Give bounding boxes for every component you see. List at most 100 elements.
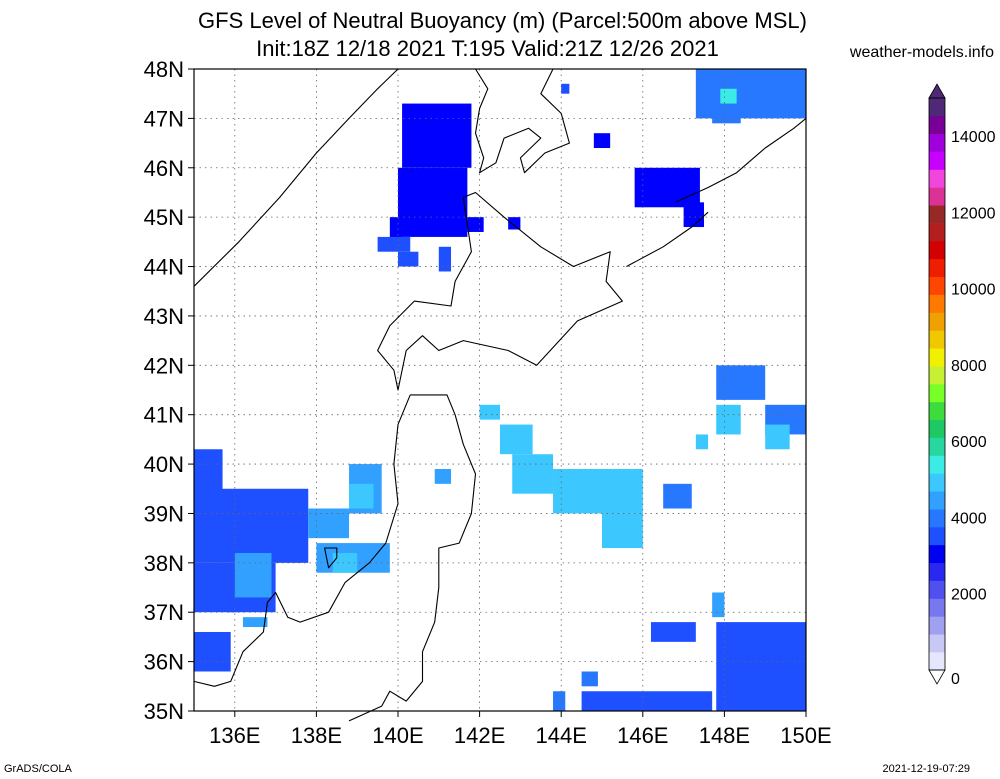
shading-cell xyxy=(561,83,570,94)
coastline xyxy=(193,68,399,287)
colorbar-swatch xyxy=(929,187,945,206)
shading-cell xyxy=(194,449,223,494)
shading-cell xyxy=(581,671,598,687)
lat-label: 45N xyxy=(144,205,184,230)
colorbar-swatch xyxy=(929,384,945,403)
shading-cell xyxy=(716,365,766,400)
coastline xyxy=(626,211,709,267)
lon-label: 146E xyxy=(617,723,668,748)
colorbar-label: 10000 xyxy=(951,282,996,299)
map-frame xyxy=(193,68,807,712)
shading-cell xyxy=(500,424,533,455)
lat-label: 47N xyxy=(144,106,184,131)
colorbar-swatch xyxy=(929,455,945,474)
colorbar-swatch xyxy=(929,348,945,367)
shading-cell xyxy=(663,483,692,509)
coastline xyxy=(377,191,623,391)
coastline xyxy=(675,117,807,203)
coastline-layer xyxy=(193,68,807,722)
lon-label: 144E xyxy=(536,723,587,748)
shading-cell xyxy=(716,404,741,435)
colorbar-swatch xyxy=(929,258,945,278)
colorbar-swatch xyxy=(929,419,945,438)
colorbar-swatch xyxy=(929,544,945,564)
lon-label: 142E xyxy=(454,723,505,748)
lat-label: 46N xyxy=(144,156,184,181)
shading-cell xyxy=(512,454,554,494)
shading-cell xyxy=(602,513,643,549)
shading-cell xyxy=(234,552,272,598)
colorbar-swatch xyxy=(929,205,945,224)
shading-cell xyxy=(650,622,696,642)
colorbar-swatch xyxy=(929,616,945,635)
lat-label: 36N xyxy=(144,650,184,675)
buoyancy-shading-layer xyxy=(194,69,806,711)
colorbar-swatch xyxy=(929,98,945,117)
shading-cell xyxy=(712,113,741,124)
shading-cell xyxy=(398,251,419,267)
colorbar-label: 14000 xyxy=(951,129,996,146)
lat-label: 37N xyxy=(144,600,184,625)
shading-cell xyxy=(695,434,709,450)
colorbar-swatch xyxy=(929,491,945,510)
website-label[interactable]: weather-models.info xyxy=(849,44,994,61)
colorbar-swatch xyxy=(929,437,945,456)
colorbar-swatch xyxy=(929,169,945,188)
colorbar-swatch xyxy=(929,312,945,331)
colorbar-swatch xyxy=(929,509,945,528)
shading-cell xyxy=(712,592,725,618)
shading-cell xyxy=(724,666,806,711)
colorbar-bottom-arrow xyxy=(928,669,946,685)
lat-label: 38N xyxy=(144,551,184,576)
colorbar-top-arrow xyxy=(928,83,946,99)
shading-cell xyxy=(553,691,566,711)
colorbar-swatch xyxy=(929,401,945,421)
lat-label: 42N xyxy=(144,353,184,378)
shading-cell xyxy=(438,246,452,272)
lat-label: 35N xyxy=(144,699,184,724)
shading-cell xyxy=(194,631,231,672)
shading-cell xyxy=(581,691,713,711)
lon-label: 140E xyxy=(372,723,423,748)
colorbar-swatch xyxy=(929,652,945,671)
shading-cell xyxy=(398,167,468,237)
shading-cell xyxy=(349,483,374,509)
colorbar-swatch xyxy=(929,366,945,385)
shading-cell xyxy=(402,103,472,168)
lon-label: 150E xyxy=(780,723,831,748)
colorbar-swatch xyxy=(929,133,945,152)
footer-timestamp: 2021-12-19-07:29 xyxy=(882,763,970,775)
lat-label: 43N xyxy=(144,304,184,329)
coastline xyxy=(474,68,570,174)
colorbar-swatch xyxy=(929,151,945,170)
colorbar-swatch xyxy=(929,223,945,242)
lat-label: 48N xyxy=(144,57,184,82)
colorbar-label: 4000 xyxy=(951,510,987,527)
shading-cell xyxy=(508,217,521,230)
shading-cell xyxy=(553,469,643,514)
colorbar-outline xyxy=(928,97,946,671)
shading-cell xyxy=(226,602,239,613)
latitude-labels: 48N 47N 46N 45N 44N 43N 42N 41N 40N 39N 38N 37N 36N 3… xyxy=(144,57,194,724)
colorbar-label: 0 xyxy=(951,671,960,688)
colorbar-label: 2000 xyxy=(951,587,987,604)
colorbar: 14000 12000 10000 8000 6000 4000 2000 0 xyxy=(928,83,996,688)
shading-cell xyxy=(242,617,268,628)
colorbar-swatch xyxy=(929,294,945,313)
colorbar-swatch xyxy=(929,115,945,135)
lat-label: 39N xyxy=(144,501,184,526)
colorbar-swatch xyxy=(929,562,945,581)
lon-label: 136E xyxy=(209,723,260,748)
shading-cell xyxy=(467,217,484,232)
colorbar-swatch xyxy=(929,241,945,260)
colorbar-swatch xyxy=(929,276,945,295)
coastline xyxy=(324,547,338,569)
shading-cell xyxy=(695,69,806,119)
colorbar-label: 12000 xyxy=(951,205,996,222)
footer-software: GrADS/COLA xyxy=(4,763,72,775)
shading-cell xyxy=(720,88,737,104)
colorbar-label: 8000 xyxy=(951,358,987,375)
longitude-labels: 136E 138E 140E 142E 144E 146E 148E 150E xyxy=(209,711,832,748)
shading-cell xyxy=(634,167,700,208)
